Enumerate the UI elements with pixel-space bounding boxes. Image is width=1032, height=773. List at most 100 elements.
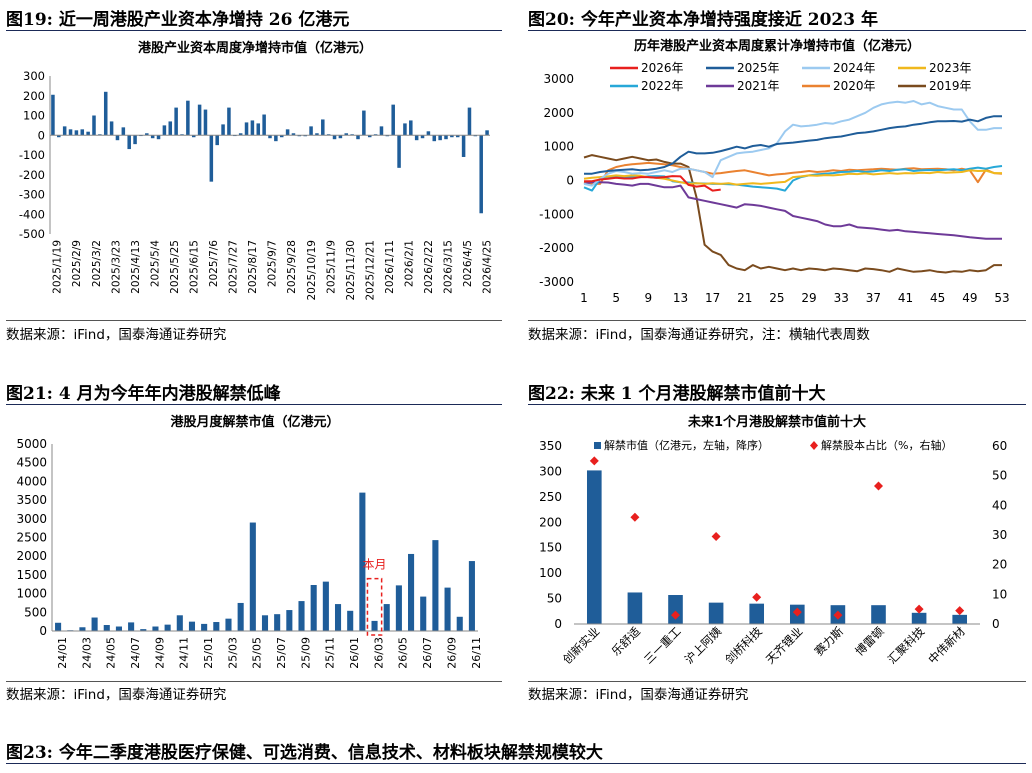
- figure-22-source: 数据来源：iFind，国泰海通证券研究: [528, 687, 749, 703]
- y-tick-label: 3500: [16, 493, 47, 507]
- figure-19-title: 图19: 近一周港股产业资本净增持 26 亿港元: [6, 10, 350, 30]
- current-month-label: 本月: [363, 558, 387, 572]
- bar: [225, 618, 232, 631]
- x-tick-label: 剑桥科技: [722, 624, 765, 667]
- chart-22: 未来1个月港股解禁市值前十大35030025020015010050060504…: [539, 414, 1007, 667]
- figure-19-source: 数据来源：iFind，国泰海通证券研究: [6, 327, 227, 343]
- chart-title: 港股月度解禁市值（亿港元）: [170, 414, 339, 430]
- x-tick-label: 26/05: [397, 637, 410, 669]
- bar: [403, 123, 407, 136]
- ratio-marker: [589, 456, 599, 466]
- bar: [150, 135, 155, 139]
- legend-label: 解禁股本占比（%，右轴）: [821, 438, 952, 452]
- bar: [347, 610, 354, 631]
- x-tick-label: 13: [673, 291, 688, 305]
- bar: [414, 135, 419, 141]
- ratio-marker: [630, 512, 640, 522]
- bar: [250, 120, 255, 136]
- legend-label: 2022年: [641, 79, 684, 93]
- legend-label: 2021年: [737, 79, 780, 93]
- y-tick-label: -100: [19, 148, 45, 162]
- bar: [109, 121, 114, 136]
- x-tick-label: 1: [580, 291, 588, 305]
- series-line: [583, 154, 1002, 274]
- x-tick-label: 2026/4/25: [482, 240, 494, 294]
- bar: [356, 135, 360, 140]
- figure-22-top-rule: [528, 404, 1026, 405]
- legend-label: 2025年: [737, 61, 780, 75]
- bar: [334, 604, 342, 631]
- x-tick-label: 2025/1/19: [52, 240, 64, 294]
- legend-label: 2020年: [833, 79, 876, 93]
- y2-tick-label: 30: [992, 528, 1007, 542]
- bar: [115, 135, 120, 141]
- y-tick-label: 1000: [543, 140, 574, 154]
- y-tick-label: -200: [19, 168, 45, 182]
- bar: [309, 126, 313, 136]
- bar: [237, 602, 244, 631]
- chart-21: 港股月度解禁市值（亿港元）500045004000350030002500200…: [16, 414, 483, 669]
- chart-title: 港股产业资本周度净增持市值（亿港元）: [138, 40, 372, 56]
- x-tick-label: 2025/9/28: [286, 240, 298, 294]
- figure-21-title: 图21: 4 月为今年年内港股解禁低峰: [6, 384, 281, 404]
- y-tick-label: 2000: [16, 549, 47, 563]
- x-tick-label: 2025/9/7: [267, 240, 279, 287]
- bar: [344, 133, 349, 136]
- bar: [391, 104, 395, 136]
- y-tick-label: 50: [547, 592, 562, 606]
- y-tick-label: 0: [554, 617, 562, 631]
- bar: [79, 627, 86, 631]
- y-tick-label: 1500: [16, 568, 47, 582]
- bar: [286, 610, 293, 631]
- y-tick-label: 300: [23, 69, 45, 83]
- bar: [103, 625, 110, 631]
- legend-label: 2019年: [929, 79, 972, 93]
- x-tick-label: 26/01: [348, 637, 361, 669]
- ratio-marker: [671, 610, 680, 620]
- y-tick-label: -1000: [539, 207, 574, 221]
- x-tick-label: 2025/6/15: [188, 240, 200, 294]
- bar: [221, 124, 225, 136]
- bar: [68, 129, 73, 136]
- bar: [238, 133, 243, 136]
- x-tick-label: 24/01: [56, 637, 69, 669]
- series-line: [584, 115, 1002, 175]
- x-tick-label: 5: [612, 291, 620, 305]
- series-line: [583, 181, 1002, 240]
- x-tick-label: 37: [866, 291, 881, 305]
- x-tick-label: 29: [801, 291, 816, 305]
- series-line: [583, 100, 1002, 187]
- current-month-box: [366, 577, 383, 636]
- bar: [103, 91, 108, 136]
- bar: [209, 135, 214, 182]
- x-tick-label: 25/11: [324, 637, 337, 669]
- legend-swatch: [810, 441, 818, 450]
- bar: [127, 135, 131, 150]
- bar: [261, 615, 269, 631]
- bar: [262, 114, 266, 136]
- bar: [140, 629, 147, 631]
- figure-21-bottom-rule: [6, 681, 502, 682]
- x-tick-label: 26/11: [470, 637, 483, 669]
- bar: [92, 115, 96, 136]
- y-tick-label: 0: [566, 174, 574, 188]
- bar: [871, 605, 886, 624]
- bar: [479, 135, 483, 214]
- x-tick-label: 2025/2/9: [71, 240, 83, 287]
- bar: [152, 626, 159, 631]
- bar: [128, 622, 135, 631]
- x-tick-label: 25/07: [275, 637, 288, 669]
- figure-22-bottom-rule: [528, 681, 1026, 682]
- bar: [115, 626, 122, 631]
- bar: [438, 135, 442, 141]
- x-tick-label: 2025/11/9: [325, 240, 337, 294]
- figure-20-top-rule: [528, 30, 1026, 31]
- x-tick-label: 45: [930, 291, 945, 305]
- bar: [708, 602, 724, 624]
- figure-23-top-rule: [6, 763, 1026, 764]
- bar: [911, 612, 927, 624]
- bar: [201, 623, 208, 631]
- ratio-marker: [833, 610, 843, 620]
- bar: [338, 135, 343, 139]
- x-tick-label: 2025/3/23: [110, 240, 122, 294]
